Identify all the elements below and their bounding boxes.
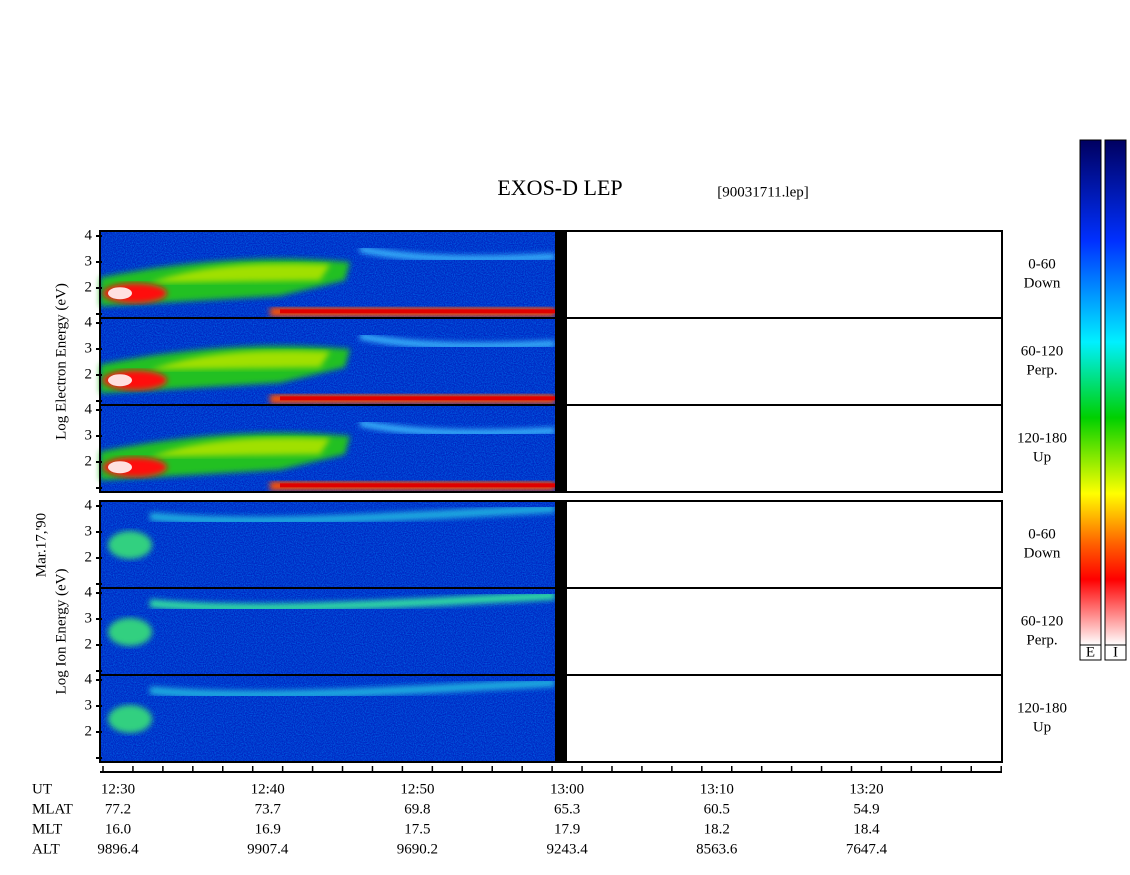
spectrogram-feature bbox=[150, 350, 330, 370]
data-end-bar bbox=[555, 588, 567, 675]
spectrogram-feature bbox=[359, 420, 556, 436]
orbit-value: 12:30 bbox=[101, 781, 135, 797]
colorbars bbox=[1079, 139, 1127, 661]
orbit-row-name: ALT bbox=[32, 841, 60, 857]
orbit-row-name: UT bbox=[32, 781, 52, 797]
orbit-value: 77.2 bbox=[105, 801, 131, 817]
data-end-bar bbox=[555, 501, 567, 588]
file-name: [90031711.lep] bbox=[717, 184, 809, 200]
y-tick-label: 4 bbox=[85, 497, 93, 513]
orbit-row-name: MLAT bbox=[32, 801, 73, 817]
spectrogram-feature bbox=[108, 705, 152, 733]
spectrogram-feature bbox=[280, 483, 555, 488]
orbit-value: 9690.2 bbox=[397, 841, 438, 857]
orbit-value: 9243.4 bbox=[546, 841, 588, 857]
spectrogram-feature bbox=[149, 504, 556, 525]
panel-direction: Perp. bbox=[1026, 362, 1057, 378]
y-tick-label: 3 bbox=[85, 340, 93, 356]
spectrogram-feature bbox=[108, 618, 152, 646]
colorbar-label: I bbox=[1113, 644, 1118, 660]
orbit-value: 16.0 bbox=[105, 821, 131, 837]
orbit-value: 12:40 bbox=[251, 781, 285, 797]
orbit-value: 54.9 bbox=[853, 801, 879, 817]
orbit-value: 17.9 bbox=[554, 821, 580, 837]
y-tick-label: 3 bbox=[85, 610, 93, 626]
orbit-value: 16.9 bbox=[255, 821, 281, 837]
orbit-value: 17.5 bbox=[404, 821, 430, 837]
spectrogram-feature bbox=[108, 531, 152, 559]
data-end-bar bbox=[555, 231, 567, 318]
y-tick-label: 2 bbox=[85, 453, 93, 469]
spectrogram-feature bbox=[359, 333, 556, 349]
spectrogram-feature bbox=[108, 287, 132, 300]
panel-frame bbox=[99, 404, 1003, 493]
data-end-bar bbox=[555, 318, 567, 405]
orbit-value: 65.3 bbox=[554, 801, 580, 817]
spectrogram-feature bbox=[359, 246, 556, 262]
orbit-value: 9907.4 bbox=[247, 841, 289, 857]
panel-angle: 0-60 bbox=[1028, 526, 1056, 542]
y-tick-label: 2 bbox=[85, 279, 93, 295]
orbit-value: 73.7 bbox=[255, 801, 282, 817]
colorbar-label: E bbox=[1086, 644, 1095, 660]
orbit-value: 13:20 bbox=[849, 781, 883, 797]
colorbar-label-box bbox=[1079, 644, 1102, 661]
orbit-value: 13:10 bbox=[700, 781, 734, 797]
spectrogram-feature bbox=[108, 374, 132, 387]
orbit-value: 12:50 bbox=[400, 781, 434, 797]
panel-direction: Down bbox=[1024, 275, 1061, 291]
colorbar bbox=[1079, 139, 1102, 646]
y-tick-label: 2 bbox=[85, 549, 93, 565]
orbit-value: 60.5 bbox=[704, 801, 730, 817]
y-tick-label: 4 bbox=[85, 227, 93, 243]
orbit-value: 18.2 bbox=[704, 821, 730, 837]
colorbar-label-box bbox=[1104, 644, 1127, 661]
spectrogram-feature bbox=[108, 461, 132, 474]
panel-direction: Up bbox=[1033, 449, 1051, 465]
data-end-bar bbox=[555, 675, 567, 762]
orbit-value: 9896.4 bbox=[97, 841, 139, 857]
orbit-row-name: MLT bbox=[32, 821, 62, 837]
orbit-value: 18.4 bbox=[853, 821, 880, 837]
spectrogram-feature bbox=[149, 678, 556, 699]
panel-angle: 60-120 bbox=[1021, 613, 1064, 629]
spectrogram-feature bbox=[149, 591, 556, 612]
y-tick-label: 4 bbox=[85, 584, 93, 600]
y-tick-label: 3 bbox=[85, 523, 93, 539]
panel-angle: 60-120 bbox=[1021, 343, 1064, 359]
group-label: Log Electron Energy (eV) bbox=[53, 283, 69, 440]
panel-frame bbox=[99, 674, 1003, 763]
orbit-value: 13:00 bbox=[550, 781, 584, 797]
colorbar bbox=[1104, 139, 1127, 646]
y-tick-label: 2 bbox=[85, 366, 93, 382]
orbit-value: 8563.6 bbox=[696, 841, 738, 857]
spectrogram-feature bbox=[280, 309, 555, 314]
orbit-value: 7647.4 bbox=[846, 841, 888, 857]
y-tick-label: 2 bbox=[85, 636, 93, 652]
panel-direction: Up bbox=[1033, 719, 1051, 735]
spectrogram-feature bbox=[280, 396, 555, 401]
date: Mar.17,'90 bbox=[33, 513, 49, 577]
title: EXOS-D LEP bbox=[497, 175, 622, 200]
panel-angle: 120-180 bbox=[1017, 700, 1067, 716]
y-tick-label: 3 bbox=[85, 427, 93, 443]
group-label: Log Ion Energy (eV) bbox=[53, 569, 69, 695]
spectrogram-feature bbox=[150, 263, 330, 283]
panel-angle: 120-180 bbox=[1017, 430, 1067, 446]
panel-angle: 0-60 bbox=[1028, 256, 1056, 272]
y-tick-label: 3 bbox=[85, 697, 93, 713]
panel-direction: Perp. bbox=[1026, 632, 1057, 648]
y-tick-label: 4 bbox=[85, 671, 93, 687]
data-end-bar bbox=[555, 405, 567, 492]
y-tick-label: 4 bbox=[85, 314, 93, 330]
orbit-value: 69.8 bbox=[404, 801, 430, 817]
y-tick-label: 3 bbox=[85, 253, 93, 269]
spectrogram-feature bbox=[150, 437, 330, 457]
panel-direction: Down bbox=[1024, 545, 1061, 561]
y-tick-label: 2 bbox=[85, 723, 93, 739]
y-tick-label: 4 bbox=[85, 401, 93, 417]
